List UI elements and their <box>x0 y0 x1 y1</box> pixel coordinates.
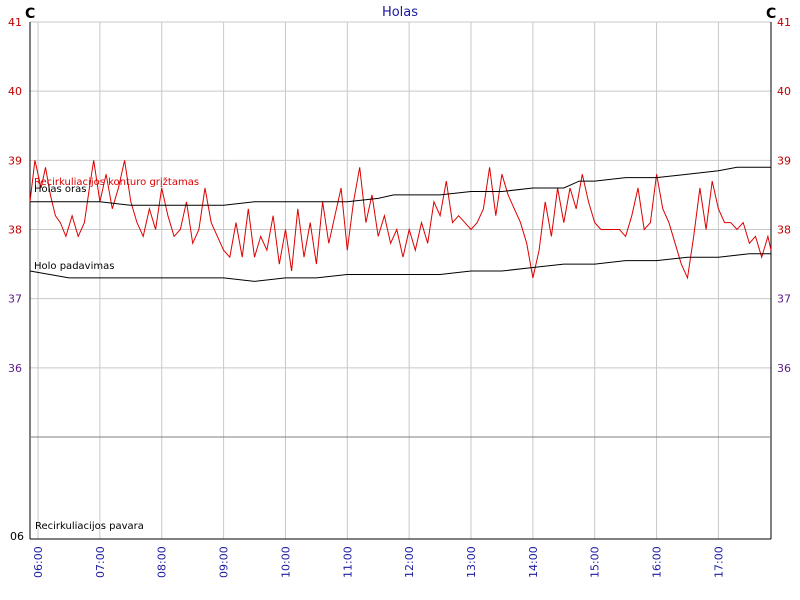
series-line-1 <box>29 160 772 280</box>
x-tick-label: 12:00 <box>403 546 416 578</box>
lower-panel-axis-label: 06 <box>10 530 24 543</box>
series-group <box>29 160 772 282</box>
x-tick-label: 11:00 <box>341 546 354 578</box>
y-tick-label-right: 39 <box>777 154 791 167</box>
y-tick-label-left: 37 <box>8 293 22 306</box>
x-tick-label: 09:00 <box>218 546 231 578</box>
labels-group: 06:00 07:00 08:00 09:00 10:00 11:00 12:00 13:00… <box>8 16 791 578</box>
y-tick-label-right: 38 <box>777 224 791 237</box>
x-tick-label: 07:00 <box>94 546 107 578</box>
x-tick-label: 13:00 <box>465 546 478 578</box>
y-tick-label-right: 36 <box>777 362 791 375</box>
series-line-2 <box>30 166 771 206</box>
y-tick-label-right: 40 <box>777 85 791 98</box>
y-tick-label-right: 37 <box>777 293 791 306</box>
x-tick-label: 10:00 <box>279 546 292 578</box>
x-tick-label: 06:00 <box>32 546 45 578</box>
y-tick-label-left: 36 <box>8 362 22 375</box>
series-label-3: Holo padavimas <box>34 261 114 272</box>
unit-left: C <box>25 6 35 22</box>
x-tick-label: 15:00 <box>589 546 602 578</box>
series-label-2: Holas oras <box>34 184 87 195</box>
grid <box>30 21 771 539</box>
chart-title: Holas <box>382 5 418 20</box>
x-tick-label: 16:00 <box>651 546 664 578</box>
y-tick-label-right: 41 <box>777 16 791 29</box>
axes <box>29 22 772 540</box>
x-tick-label: 17:00 <box>712 546 725 578</box>
x-tick-label: 14:00 <box>527 546 540 578</box>
series-line-3 <box>29 253 771 282</box>
series-label-1: Recirkuliacijos konturo grįžtamas <box>34 176 199 188</box>
y-tick-label-left: 40 <box>8 85 22 98</box>
y-tick-label-left: 38 <box>8 224 22 237</box>
y-tick-label-left: 41 <box>8 16 22 29</box>
y-tick-label-left: 39 <box>8 154 22 167</box>
unit-right: C <box>766 6 776 22</box>
x-tick-label: 08:00 <box>156 546 169 578</box>
lower-panel-label: Recirkuliacijos pavara <box>35 521 144 532</box>
